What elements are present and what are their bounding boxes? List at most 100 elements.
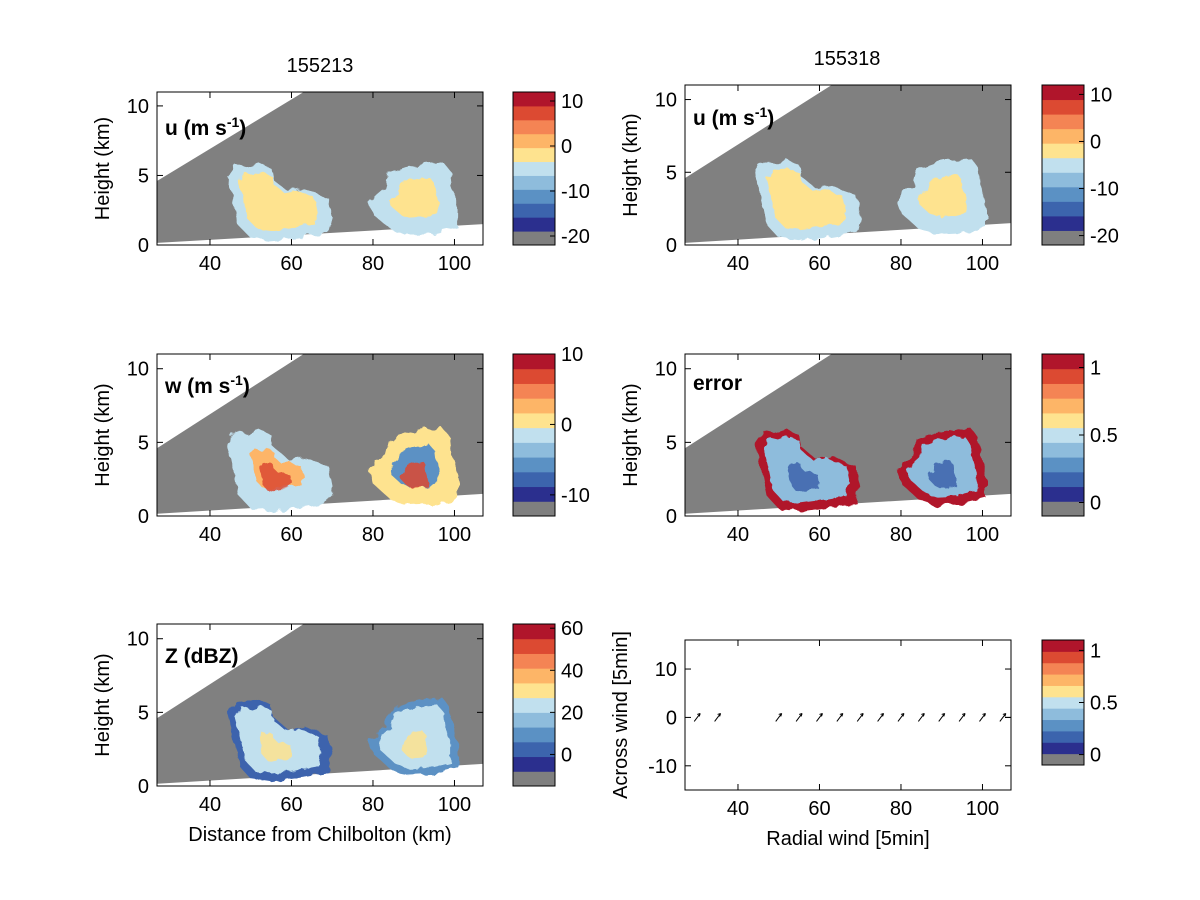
x-tick-label: 80 xyxy=(890,524,912,546)
colorbar-segment xyxy=(513,442,555,458)
y-tick-label: 5 xyxy=(666,432,677,454)
y-tick-label: 5 xyxy=(138,165,149,187)
x-tick-label: 100 xyxy=(966,524,999,546)
colorbar-segment xyxy=(1042,640,1084,652)
storm-cell-1-core xyxy=(234,705,322,774)
colorbar-tick-label: -10 xyxy=(561,181,590,203)
colorbar-segment xyxy=(1042,651,1084,664)
colorbar-tick-label: 0.5 xyxy=(1090,693,1118,715)
colorbar-segment xyxy=(513,217,555,232)
colorbar-tick-label: 1 xyxy=(1090,640,1101,662)
colorbar-segment xyxy=(1042,730,1084,743)
colorbar-tick-label: 10 xyxy=(1090,84,1112,106)
y-tick-label: 0 xyxy=(138,776,149,798)
colorbar-segment xyxy=(1042,719,1084,732)
colorbar-segment xyxy=(513,501,555,517)
colorbar-segment xyxy=(1042,114,1084,130)
wind-arrow xyxy=(917,712,925,722)
colorbar-segment xyxy=(1042,674,1084,686)
colorbar-segment xyxy=(513,119,555,135)
axes-frame xyxy=(684,84,1012,246)
colorbar-segment xyxy=(1042,442,1084,458)
colorbar-tick-label: 0.5 xyxy=(1090,425,1118,447)
y-tick-label: 10 xyxy=(127,359,149,381)
x-tick-label: 60 xyxy=(280,524,302,546)
x-tick-label: 60 xyxy=(280,253,302,275)
colorbar-segment xyxy=(1042,368,1084,384)
y-tick-label: 5 xyxy=(138,702,149,724)
storm-cell-2-peak xyxy=(400,730,428,759)
plot-area xyxy=(685,640,1011,790)
colorbar-frame xyxy=(512,91,556,246)
colorbar-segment xyxy=(513,383,555,399)
colorbar-segment xyxy=(513,175,555,190)
x-tick-label: 80 xyxy=(362,524,384,546)
colorbar-segment xyxy=(513,368,555,384)
colorbar-tick-label: -20 xyxy=(561,226,590,248)
y-tick-label: 5 xyxy=(138,432,149,454)
colorbar-segment xyxy=(513,712,555,728)
storm-cell-2-peak xyxy=(400,460,428,489)
colorbar-segment xyxy=(513,727,555,743)
colorbar-segment xyxy=(513,398,555,414)
y-tick-label: 10 xyxy=(655,90,677,112)
colorbar-segment xyxy=(1042,157,1084,173)
x-tick-label: 60 xyxy=(280,794,302,816)
y-axis-label: Across wind [5min] xyxy=(610,631,632,799)
x-tick-label: 80 xyxy=(890,798,912,820)
colorbar-frame xyxy=(512,623,556,787)
wind-arrow xyxy=(714,712,722,722)
colorbar-tick-label: 1 xyxy=(1090,358,1101,380)
y-axis-label: Height (km) xyxy=(620,383,642,486)
panel-label-tail: ) xyxy=(767,107,774,130)
y-tick-label: 10 xyxy=(655,659,677,681)
colorbar-segment xyxy=(1042,99,1084,115)
colorbar-segment xyxy=(513,682,555,699)
colorbar-segment xyxy=(513,231,555,246)
wind-arrow xyxy=(877,712,885,722)
x-tick-label: 60 xyxy=(808,798,830,820)
x-tick-label: 100 xyxy=(966,798,999,820)
colorbar-tick-label: 10 xyxy=(561,344,583,366)
wind-arrow xyxy=(938,712,946,722)
y-axis-label: Height (km) xyxy=(92,117,114,220)
storm-cell-1-core xyxy=(766,168,846,230)
colorbar-segment xyxy=(1042,685,1084,698)
x-tick-label: 40 xyxy=(727,253,749,275)
colorbar-segment xyxy=(1042,501,1084,517)
colorbar-tick-label: 0 xyxy=(1090,745,1101,767)
colorbar-segment xyxy=(1042,354,1084,370)
storm-cell-1-peak xyxy=(259,462,292,492)
colorbar-segment xyxy=(513,161,555,176)
title-left: 155213 xyxy=(287,55,354,77)
colorbar-segment xyxy=(1042,215,1084,231)
y-tick-label: 5 xyxy=(666,162,677,184)
x-tick-label: 100 xyxy=(438,794,471,816)
x-tick-label: 40 xyxy=(727,524,749,546)
y-tick-label: 0 xyxy=(138,235,149,257)
y-tick-label: 0 xyxy=(666,506,677,528)
axes-frame xyxy=(684,639,1012,791)
colorbar-segment xyxy=(513,624,555,640)
colorbar-segment xyxy=(513,668,555,684)
colorbar-segment xyxy=(513,638,555,654)
colorbar-segment xyxy=(513,147,555,163)
colorbar-segment xyxy=(1042,753,1084,766)
panel-label-tail: ) xyxy=(239,117,246,140)
colorbar-segment xyxy=(513,189,555,204)
wind-arrow xyxy=(999,712,1007,722)
x-tick-label: 100 xyxy=(438,524,471,546)
x-tick-label: 80 xyxy=(362,253,384,275)
axes-frame xyxy=(156,91,484,246)
x-tick-label: 100 xyxy=(438,253,471,275)
wind-arrow xyxy=(897,712,905,722)
colorbar-tick-label: 0 xyxy=(561,744,572,766)
colorbar-frame xyxy=(1041,84,1085,246)
y-tick-label: 0 xyxy=(666,707,677,729)
colorbar-segment xyxy=(1042,696,1084,709)
y-axis-label: Height (km) xyxy=(92,383,114,486)
wind-arrow xyxy=(958,712,966,722)
x-tick-label: 80 xyxy=(362,794,384,816)
